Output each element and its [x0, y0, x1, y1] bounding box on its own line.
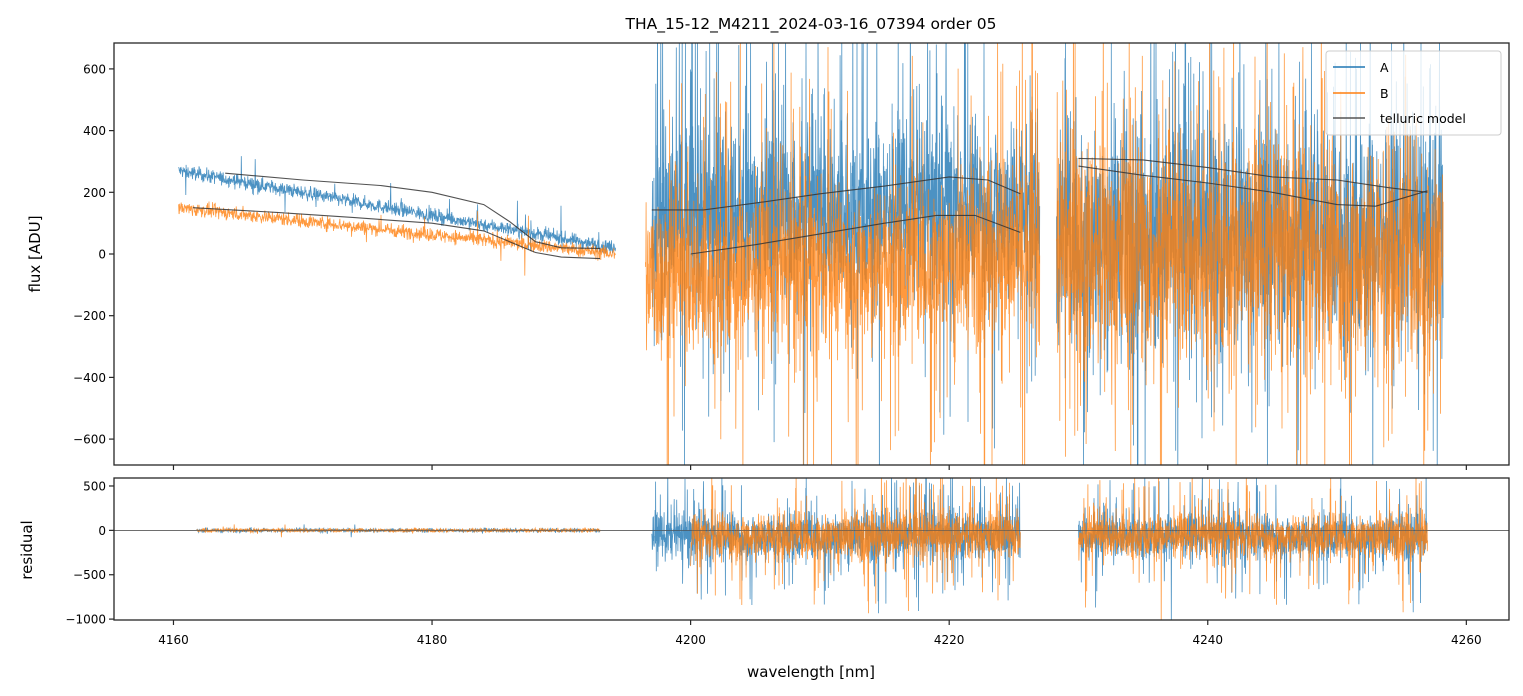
residual-y-tick-label: 0: [98, 524, 106, 538]
residual-y-tick-label: −500: [73, 568, 106, 582]
residual-x-tick-label: 4260: [1451, 633, 1482, 647]
flux-y-tick-label: 200: [83, 186, 106, 200]
flux-y-tick-label: −400: [73, 371, 106, 385]
telluric-model-a-segment-1: [225, 172, 601, 249]
flux-y-tick-label: 600: [83, 62, 106, 76]
flux-y-tick-label: −200: [73, 309, 106, 323]
residual-x-ticks: 4160 4180 4200 4220 4240 4260: [158, 620, 1482, 647]
flux-plot-area: [178, 43, 1444, 465]
legend-box: [1325, 50, 1502, 136]
telluric-model-a-segment-3: [1078, 157, 1428, 193]
flux-y-ticks: −600 −400 −200 0 200 400 600: [73, 62, 114, 447]
flux-series-b-segment-1: [178, 201, 616, 276]
flux-y-tick-label: 0: [98, 248, 106, 262]
residual-y-tick-label: −1000: [65, 613, 106, 627]
flux-series-a-segment-1: [178, 156, 616, 254]
residual-x-tick-label: 4180: [417, 633, 448, 647]
flux-y-axis-label: flux [ADU]: [26, 215, 44, 292]
flux-series-b-segment-2: [645, 43, 1041, 465]
residual-series-b-segment-1: [196, 524, 601, 538]
legend-label-a: A: [1380, 60, 1389, 75]
telluric-model-a-segment-2: [651, 176, 1021, 211]
flux-series-b-segment-3: [1056, 43, 1444, 465]
telluric-model-b-segment-1: [192, 207, 601, 260]
residual-y-ticks: −1000 −500 0 500: [65, 479, 114, 627]
residual-x-tick-label: 4220: [934, 633, 965, 647]
chart-title: THA_15-12_M4211_2024-03-16_07394 order 0…: [625, 15, 997, 34]
residual-panel: −1000 −500 0 500 4160 4180 4200 4220 4240 4260 r…: [18, 477, 1510, 681]
legend-label-telluric: telluric model: [1380, 111, 1466, 126]
flux-y-tick-label: −600: [73, 433, 106, 447]
residual-x-tick-label: 4200: [675, 633, 706, 647]
residual-y-axis-label: residual: [18, 520, 36, 579]
telluric-model-b-segment-2: [690, 214, 1021, 255]
residual-series-b-segment-3: [1078, 478, 1428, 620]
flux-x-ticks: [172, 465, 1467, 470]
residual-x-tick-label: 4160: [158, 633, 189, 647]
legend-label-b: B: [1380, 86, 1389, 101]
flux-panel: −600 −400 −200 0 200 400 600 flux [ADU]: [26, 42, 1510, 470]
residual-series-b-segment-2: [690, 478, 1021, 614]
telluric-model-b-segment-3: [1078, 165, 1428, 207]
residual-axes-frame: [113, 477, 1510, 621]
x-axis-label: wavelength [nm]: [747, 663, 875, 681]
residual-plot-area: [114, 478, 1509, 620]
residual-x-tick-label: 4240: [1192, 633, 1223, 647]
residual-y-tick-label: 500: [83, 479, 106, 493]
flux-y-tick-label: 400: [83, 124, 106, 138]
legend: A B telluric model: [1325, 50, 1502, 136]
